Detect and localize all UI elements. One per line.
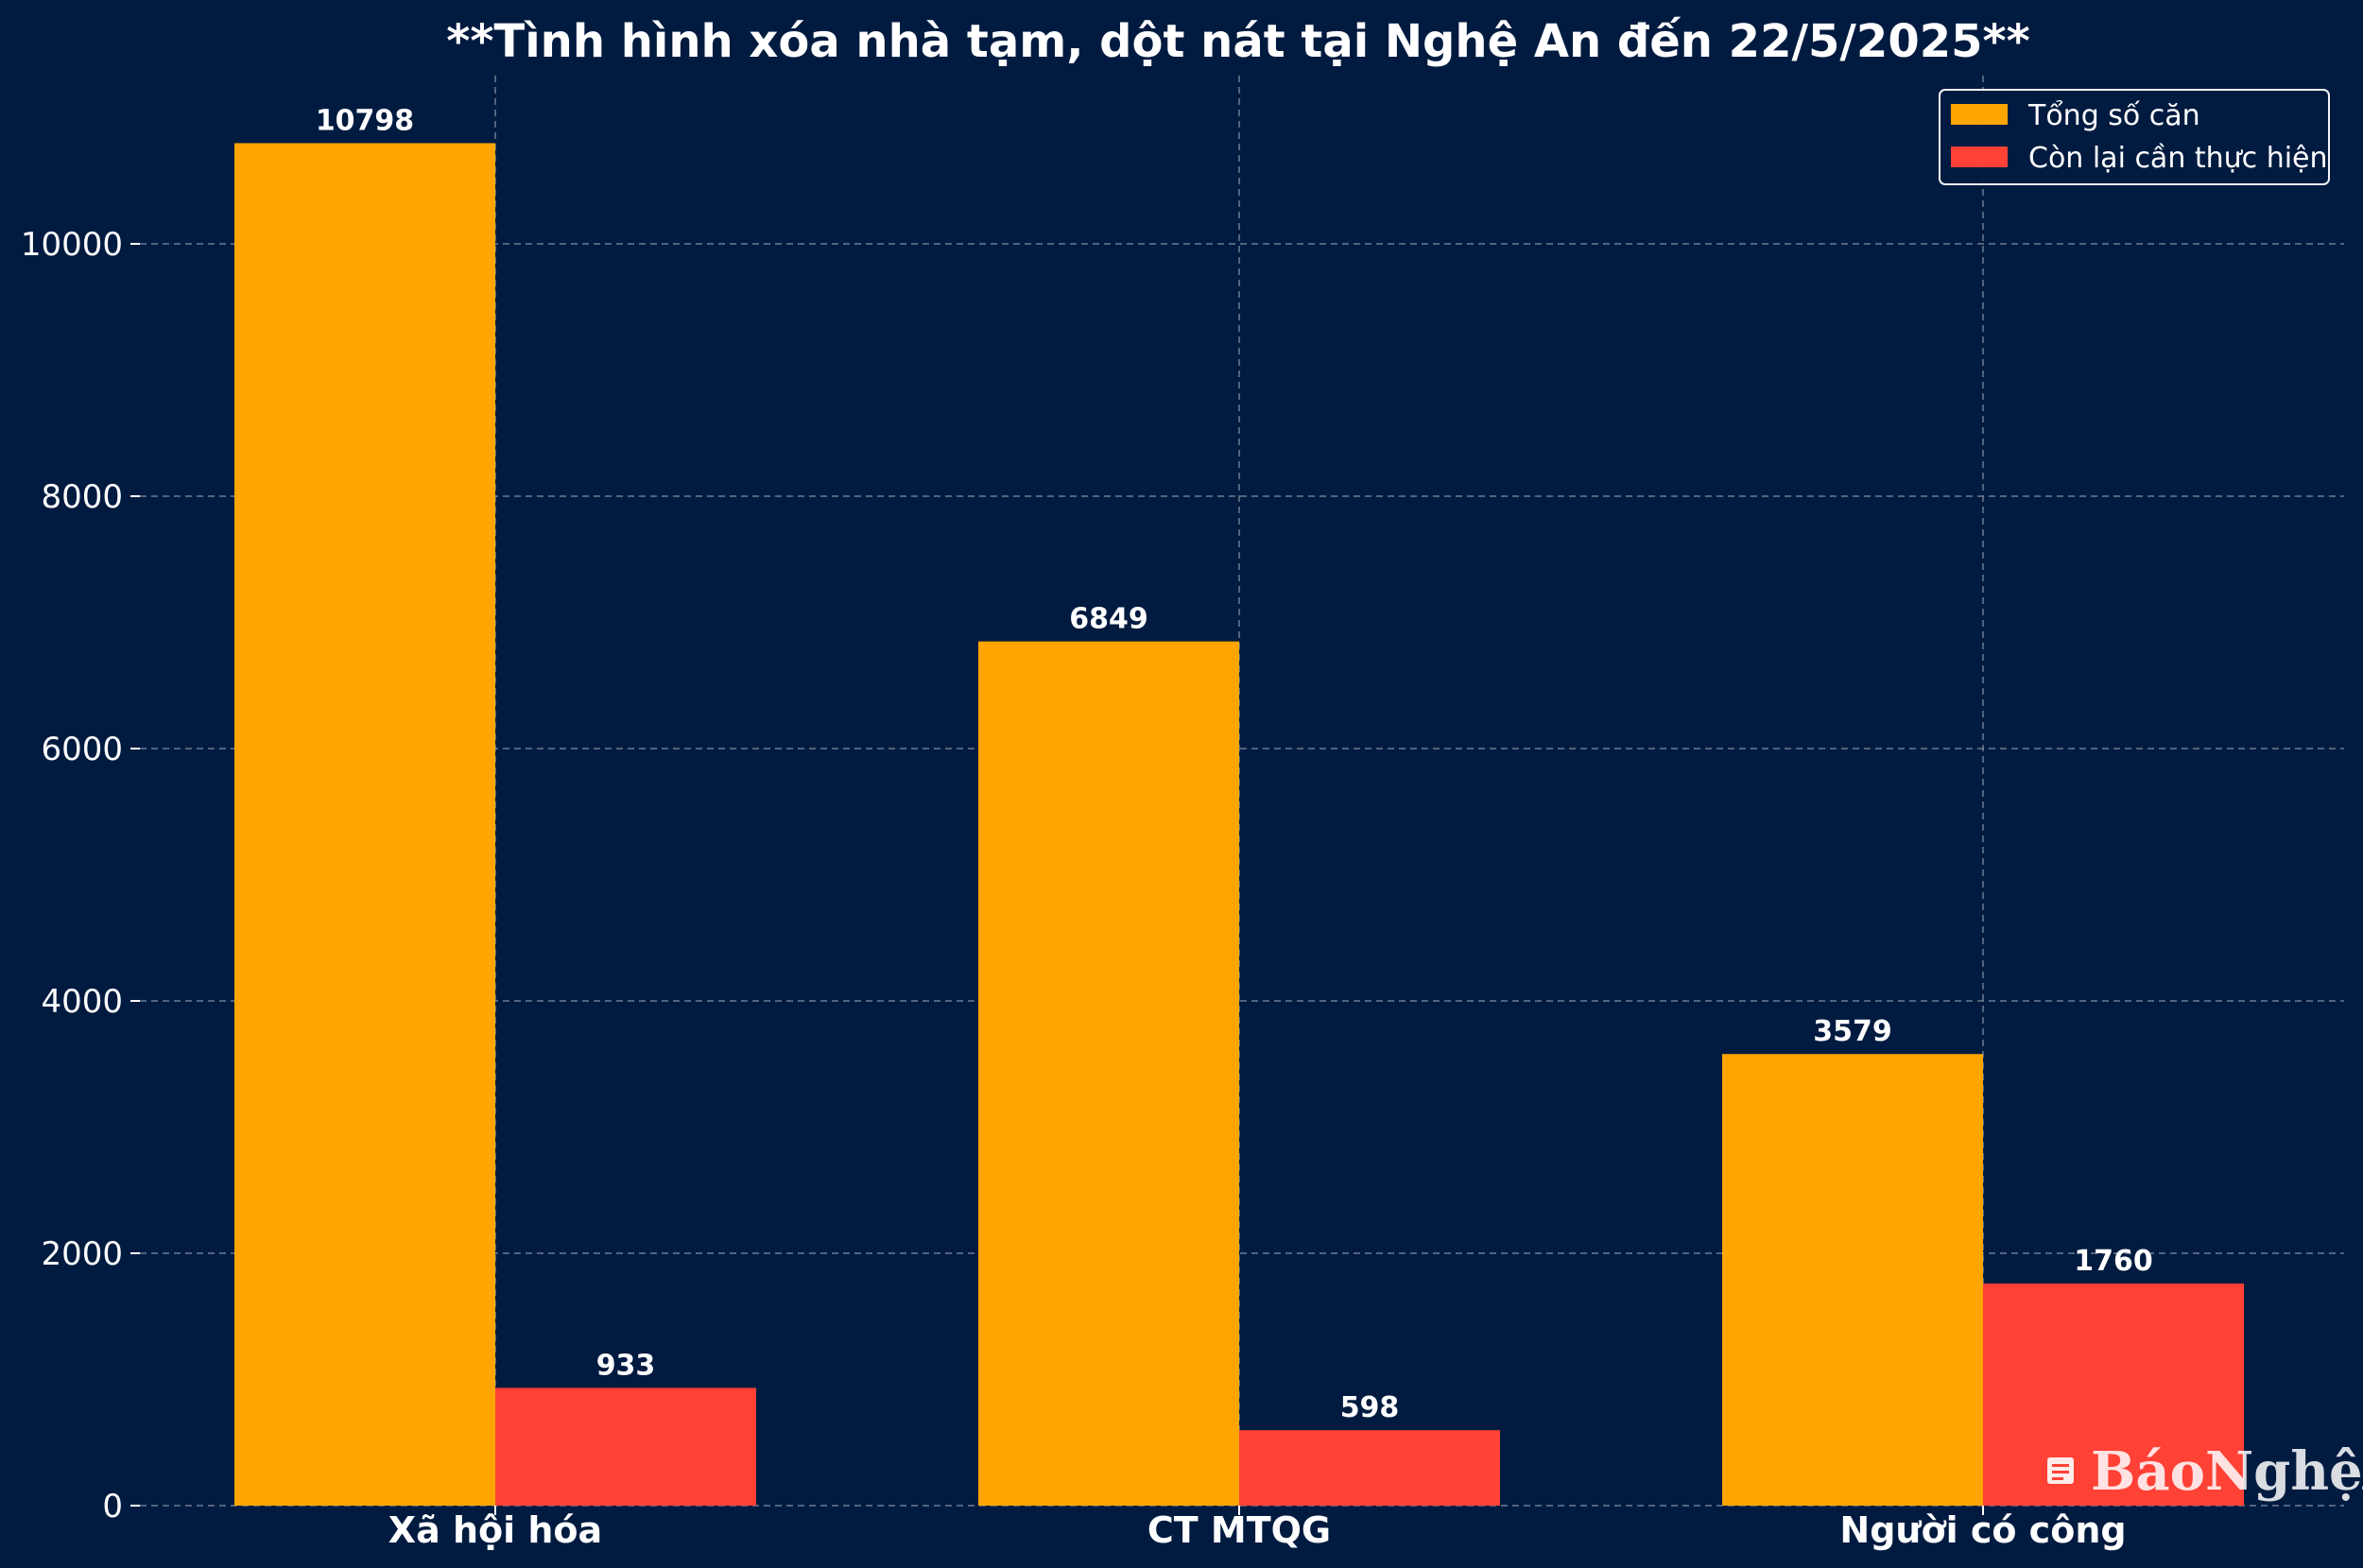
y-axis: 0 2000 4000 6000 8000 10000 xyxy=(21,226,140,1525)
y-tick-label: 10000 xyxy=(21,226,123,264)
x-axis: Xã hội hóa CT MTQG Người có công xyxy=(388,1506,2127,1551)
y-tick-label: 8000 xyxy=(41,478,123,516)
data-label-remaining: 598 xyxy=(1340,1391,1400,1424)
y-tick-label: 4000 xyxy=(41,983,123,1021)
bar-total xyxy=(978,641,1239,1506)
data-label-remaining: 933 xyxy=(596,1349,656,1382)
x-tick-label: Xã hội hóa xyxy=(388,1509,602,1551)
legend-swatch-remaining xyxy=(1951,146,2008,167)
data-label-total: 6849 xyxy=(1069,603,1148,636)
bar-total xyxy=(234,143,495,1506)
legend: Tổng số căn Còn lại cần thực hiện xyxy=(1939,89,2330,185)
data-label-total: 3579 xyxy=(1813,1015,1892,1048)
data-label-total: 10798 xyxy=(316,104,414,137)
newspaper-logo-icon xyxy=(2034,1444,2087,1497)
legend-swatch-total xyxy=(1951,104,2008,125)
watermark-text: BáoNghệAn xyxy=(2091,1440,2363,1503)
y-tick-label: 6000 xyxy=(41,731,123,768)
chart-title: **Tình hình xóa nhà tạm, dột nát tại Ngh… xyxy=(446,15,2029,68)
bar-remaining xyxy=(495,1387,756,1506)
x-tick-label: Người có công xyxy=(1839,1509,2126,1551)
legend-box xyxy=(1939,89,2330,185)
bar-remaining xyxy=(1239,1430,1500,1506)
x-tick-label: CT MTQG xyxy=(1147,1509,1331,1551)
y-tick-label: 0 xyxy=(102,1488,123,1525)
data-labels: 10798 6849 3579 933 598 1760 xyxy=(316,104,2153,1424)
bars xyxy=(234,143,2244,1506)
bar-total xyxy=(1722,1054,1983,1506)
data-label-remaining: 1760 xyxy=(2074,1245,2153,1278)
y-tick-label: 2000 xyxy=(41,1235,123,1273)
legend-label-total: Tổng số căn xyxy=(2027,98,2200,132)
bar-remaining xyxy=(1983,1284,2244,1506)
legend-label-remaining: Còn lại cần thực hiện xyxy=(2028,142,2328,175)
watermark: BáoNghệAn xyxy=(2034,1440,2363,1503)
